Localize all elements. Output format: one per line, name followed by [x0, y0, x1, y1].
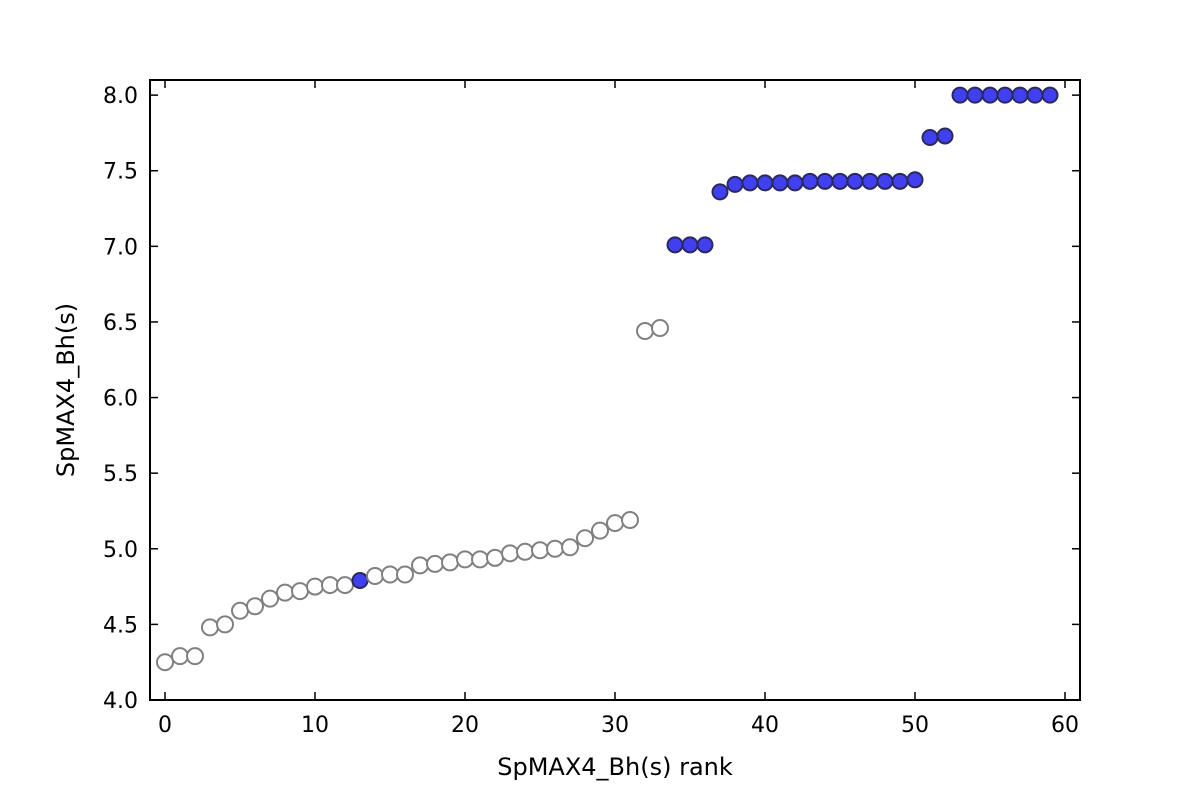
data-point-open	[231, 601, 249, 620]
y-tick-label: 5.5	[103, 462, 138, 487]
data-point-open	[411, 556, 429, 575]
data-point-filled	[696, 236, 714, 254]
data-point-open	[516, 542, 534, 561]
data-point-open	[576, 529, 594, 548]
x-tick-label: 10	[301, 713, 329, 738]
data-point-open	[261, 589, 279, 608]
data-point-open	[486, 548, 504, 567]
tick-labels: 0 10 20 30 40 50 60 4.0 4.5 5.0 5.5 6.0 6.5 7.0 7.5 8.0	[103, 84, 1079, 738]
data-point-open	[156, 653, 174, 672]
data-point-open	[321, 576, 339, 595]
data-point-open	[216, 615, 234, 634]
y-tick-label: 7.5	[103, 160, 138, 185]
data-point-open	[471, 550, 489, 569]
data-point-filled	[921, 128, 939, 146]
data-point-open	[246, 597, 264, 616]
data-point-filled	[816, 172, 834, 190]
data-point-filled	[801, 172, 819, 190]
data-point-filled	[981, 86, 999, 104]
y-tick-label: 6.5	[103, 311, 138, 336]
x-tick-label: 60	[1051, 713, 1079, 738]
data-point-open	[171, 647, 189, 666]
data-point-filled	[666, 236, 684, 254]
data-point-open	[366, 567, 384, 585]
data-point-open	[201, 618, 219, 637]
data-point-filled	[936, 127, 954, 145]
data-point-open	[636, 322, 654, 341]
x-tick-label: 50	[901, 713, 929, 738]
data-point-open	[501, 544, 519, 563]
data-point-open	[336, 576, 354, 595]
x-tick-label: 0	[158, 713, 172, 738]
data-point-filled	[726, 175, 744, 193]
data-point-filled	[876, 172, 894, 190]
data-point-filled	[756, 174, 774, 192]
data-point-filled	[951, 86, 969, 104]
data-point-open	[306, 577, 324, 596]
data-point-filled	[846, 172, 864, 190]
data-point-filled	[1011, 86, 1029, 104]
data-point-filled	[1026, 86, 1044, 104]
y-tick-label: 7.0	[103, 235, 138, 260]
y-tick-label: 6.0	[103, 387, 138, 412]
y-axis-label: SpMAX4_Bh(s)	[52, 303, 80, 477]
data-point-filled	[351, 572, 369, 590]
data-point-open	[441, 553, 459, 572]
data-point-filled	[966, 86, 984, 104]
data-point-filled	[996, 86, 1014, 104]
data-point-open	[621, 511, 639, 530]
data-point-open	[276, 583, 294, 602]
x-tick-label: 40	[751, 713, 779, 738]
plot-area-frame	[149, 79, 1081, 701]
data-point-open	[651, 319, 669, 337]
data-point-filled	[741, 174, 759, 192]
data-point-open	[546, 539, 564, 558]
data-point-open	[561, 538, 579, 557]
data-point-filled	[711, 183, 729, 201]
data-point-filled	[1041, 86, 1059, 104]
y-tick-label: 4.0	[103, 689, 138, 714]
data-point-filled	[891, 172, 909, 190]
data-point-filled	[771, 174, 789, 192]
data-point-open	[531, 541, 549, 560]
y-tick-label: 4.5	[103, 613, 138, 638]
x-tick-label: 20	[451, 713, 479, 738]
data-point-open	[606, 514, 624, 533]
x-axis-label: SpMAX4_Bh(s) rank	[497, 753, 733, 781]
data-point-filled	[786, 174, 804, 192]
data-point-open	[591, 521, 609, 540]
data-point-open	[426, 554, 444, 573]
data-point-open	[186, 647, 204, 666]
x-tick-label: 30	[601, 713, 629, 738]
data-point-filled	[906, 171, 924, 189]
data-point-filled	[861, 172, 879, 190]
data-point-filled	[831, 172, 849, 190]
data-point-filled	[681, 236, 699, 254]
y-tick-label: 5.0	[103, 538, 138, 563]
y-tick-label: 8.0	[103, 84, 138, 109]
data-point-open	[291, 582, 309, 601]
data-points	[156, 86, 1059, 672]
data-point-open	[456, 550, 474, 569]
data-point-open	[396, 565, 414, 584]
data-point-open	[381, 565, 399, 584]
axis-ticks	[150, 80, 1080, 701]
